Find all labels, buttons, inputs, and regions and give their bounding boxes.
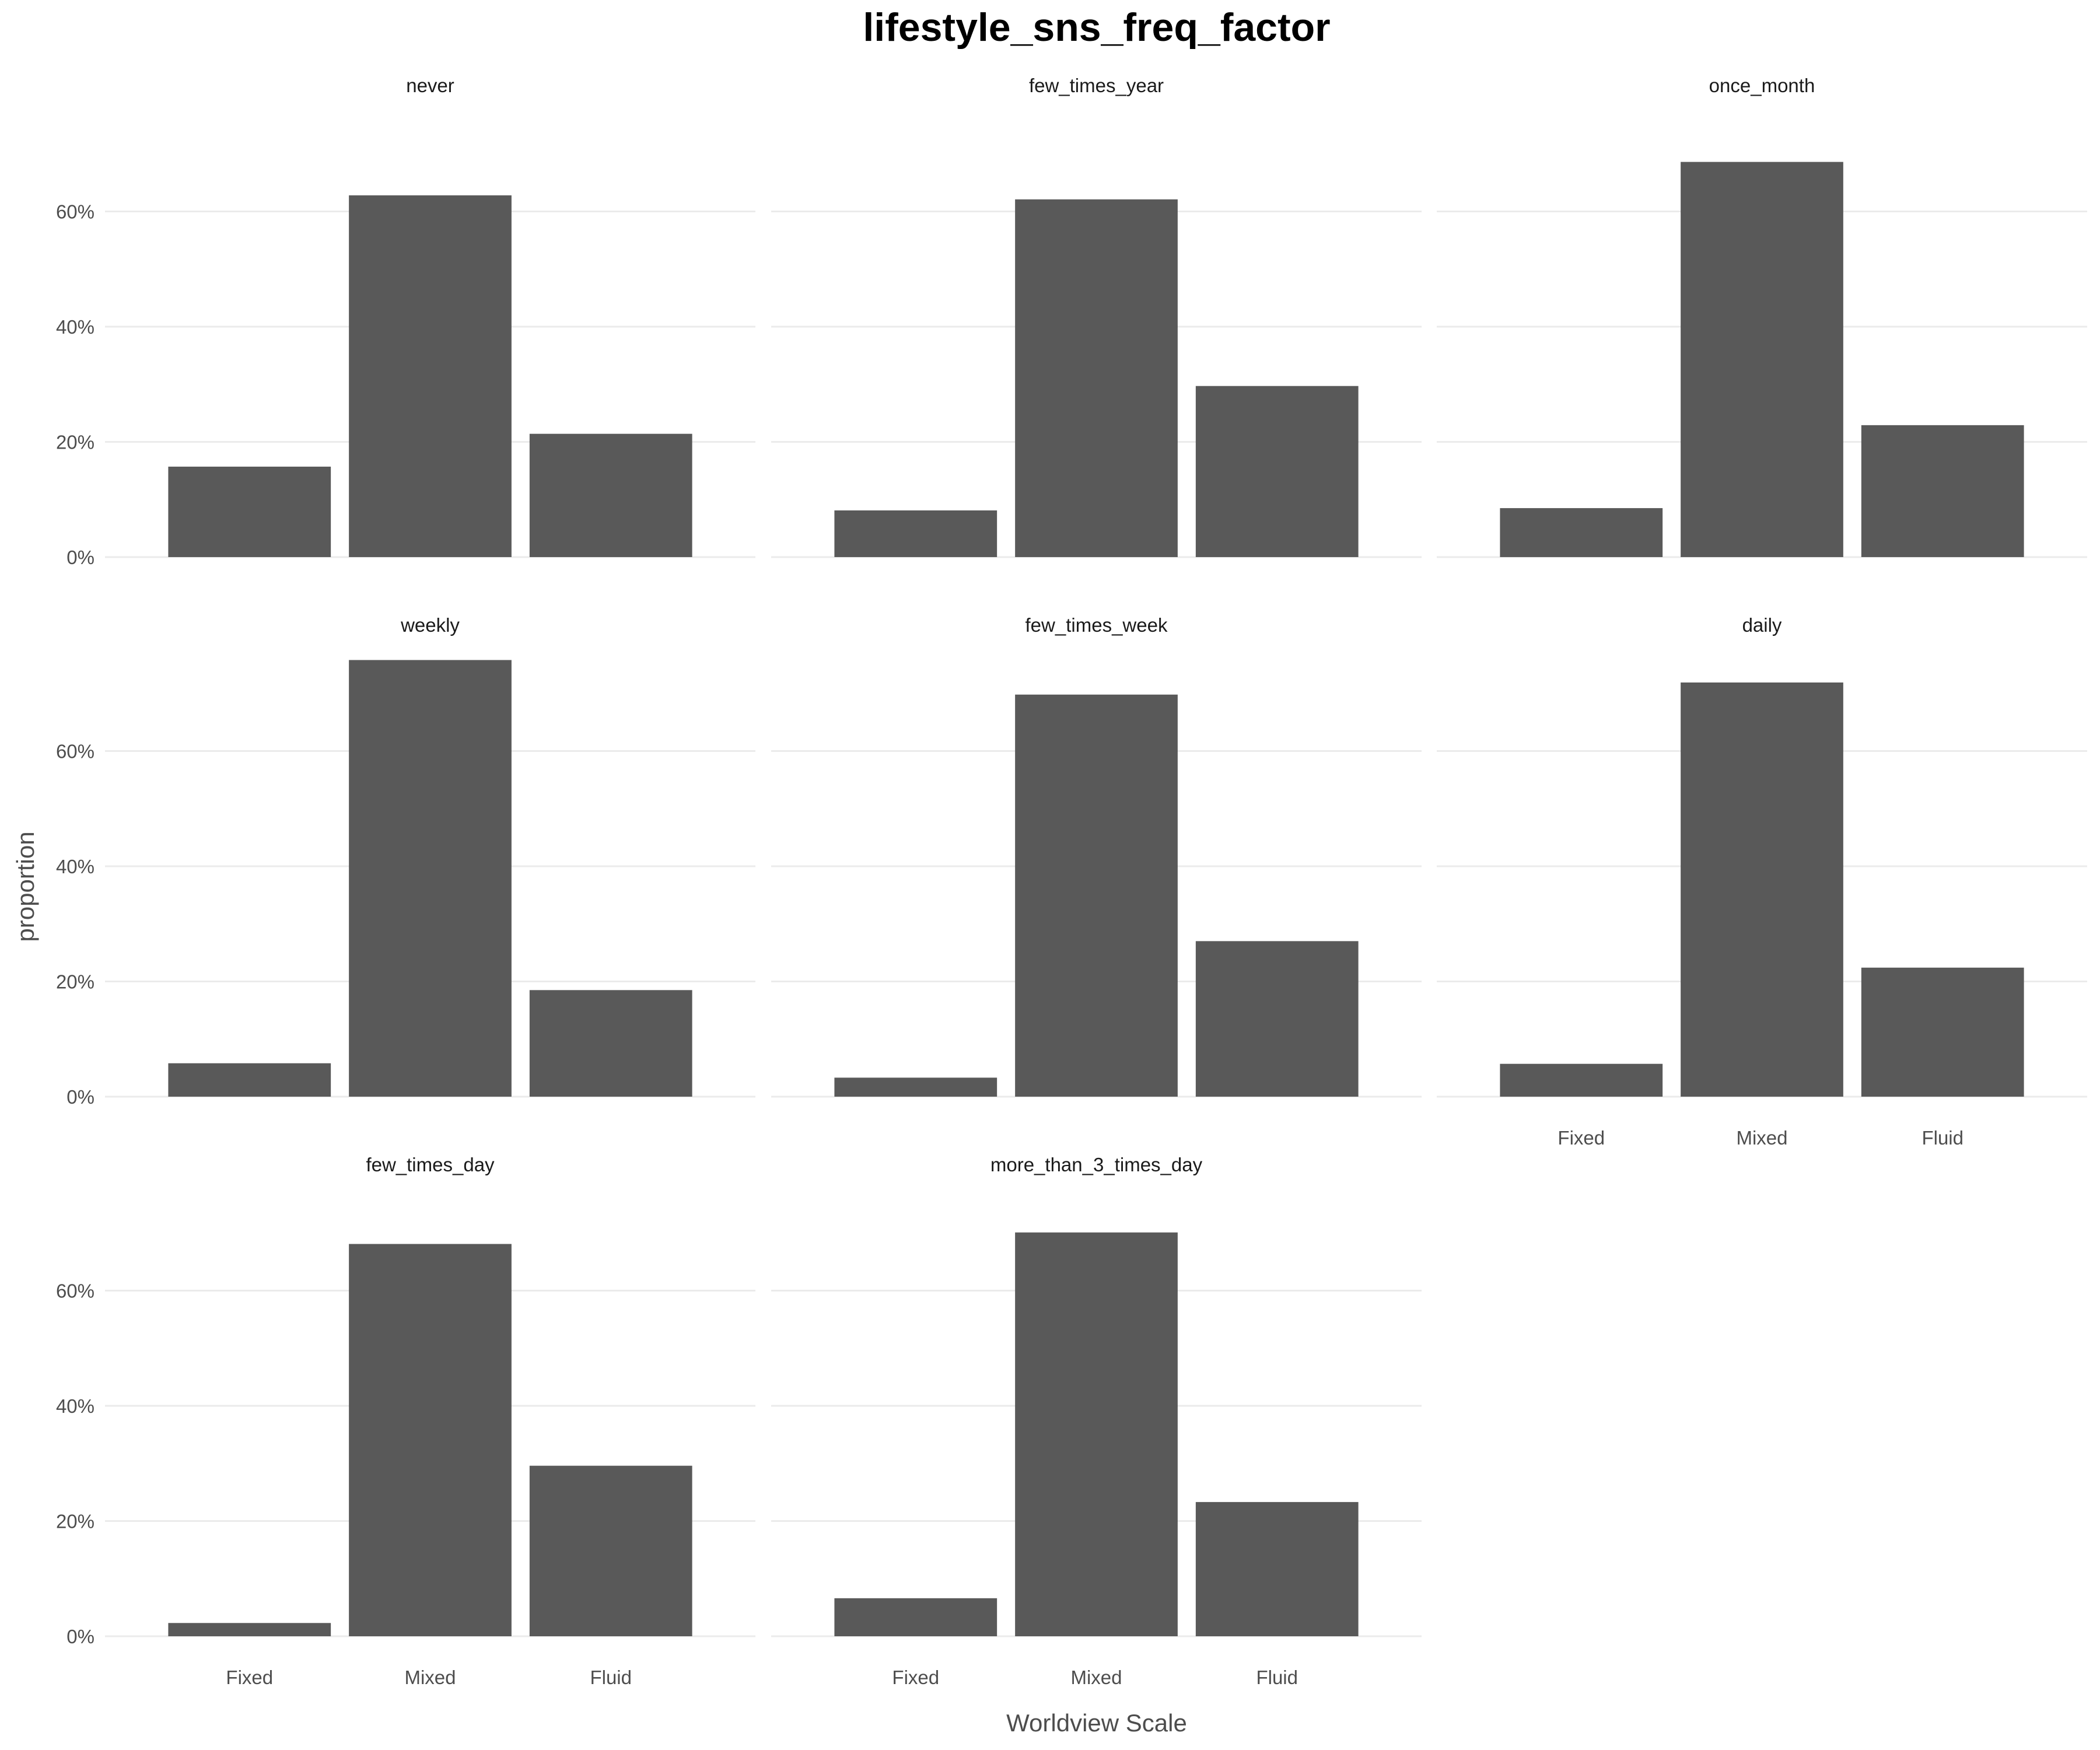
bar-fluid — [529, 433, 692, 557]
facet-panel: weekly 0% 20% 40% 60% — [56, 614, 755, 1108]
bar-fixed — [168, 1623, 331, 1636]
x-tick-label: Fluid — [590, 1667, 632, 1688]
bar-fluid — [1861, 967, 2024, 1097]
bar-mixed — [349, 195, 512, 558]
facet-label: daily — [1742, 614, 1782, 636]
facet-label: weekly — [400, 614, 460, 636]
bar-fixed — [168, 1063, 331, 1097]
bar-fluid — [529, 1465, 692, 1636]
facet-panel: more_than_3_times_day Fixed Mixed Fluid — [771, 1154, 1422, 1688]
y-tick-label: 20% — [56, 971, 94, 993]
facet-panel: few_times_week — [771, 614, 1422, 1098]
facet-panel: daily Fixed Mixed Fluid — [1437, 614, 2087, 1149]
bar-fixed — [834, 1077, 998, 1097]
bar-mixed — [1681, 162, 1843, 557]
y-tick-label: 0% — [66, 1626, 94, 1647]
bar-fluid — [1861, 425, 2024, 557]
y-tick-label: 60% — [56, 201, 94, 223]
facet-panel: few_times_day 0% 20% 40% 60% Fixed Mixed Fluid — [56, 1154, 755, 1688]
facet-label: few_times_day — [366, 1154, 495, 1175]
x-tick-label: Fixed — [226, 1667, 273, 1688]
x-tick-label: Fixed — [1558, 1127, 1605, 1149]
y-tick-label: 0% — [66, 547, 94, 568]
bar-fixed — [834, 510, 998, 557]
facet-label: once_month — [1709, 75, 1815, 96]
y-tick-label: 60% — [56, 741, 94, 762]
y-tick-label: 60% — [56, 1280, 94, 1302]
facet-panel: once_month — [1437, 75, 2087, 558]
x-tick-label: Fluid — [1922, 1127, 1964, 1149]
bar-mixed — [349, 1244, 512, 1636]
facet-label: few_times_year — [1029, 75, 1164, 96]
bar-mixed — [1015, 694, 1178, 1097]
x-tick-label: Mixed — [404, 1667, 456, 1688]
x-tick-label: Mixed — [1070, 1667, 1122, 1688]
y-tick-label: 40% — [56, 856, 94, 877]
bar-fixed — [1500, 1063, 1663, 1097]
bar-fluid — [1195, 1502, 1359, 1636]
y-tick-label: 0% — [66, 1086, 94, 1108]
facet-panel: never 0% 20% 40% 60% — [56, 75, 755, 568]
bar-mixed — [349, 660, 512, 1097]
bar-fluid — [529, 990, 692, 1097]
chart-title: lifestyle_sns_freq_factor — [863, 5, 1330, 50]
y-tick-label: 40% — [56, 1395, 94, 1417]
facet-label: never — [406, 75, 454, 96]
y-tick-label: 20% — [56, 432, 94, 453]
facet-panel: few_times_year — [771, 75, 1422, 558]
facet-panels: never 0% 20% 40% 60% few_times_year once_month… — [56, 75, 2087, 1688]
y-tick-label: 20% — [56, 1511, 94, 1532]
y-axis-title: proportion — [12, 831, 39, 942]
y-tick-label: 40% — [56, 316, 94, 338]
bar-fixed — [168, 466, 331, 557]
facet-label: few_times_week — [1026, 614, 1168, 636]
bar-mixed — [1015, 199, 1178, 557]
x-axis-title: Worldview Scale — [1006, 1709, 1187, 1737]
x-tick-label: Mixed — [1736, 1127, 1787, 1149]
x-tick-label: Fixed — [892, 1667, 939, 1688]
bar-fluid — [1195, 386, 1359, 557]
facet-label: more_than_3_times_day — [991, 1154, 1203, 1175]
bar-mixed — [1015, 1232, 1178, 1636]
bar-fluid — [1195, 941, 1359, 1097]
bar-mixed — [1681, 682, 1843, 1097]
bar-fixed — [834, 1598, 998, 1636]
x-tick-label: Fluid — [1256, 1667, 1298, 1688]
bar-fixed — [1500, 508, 1663, 557]
